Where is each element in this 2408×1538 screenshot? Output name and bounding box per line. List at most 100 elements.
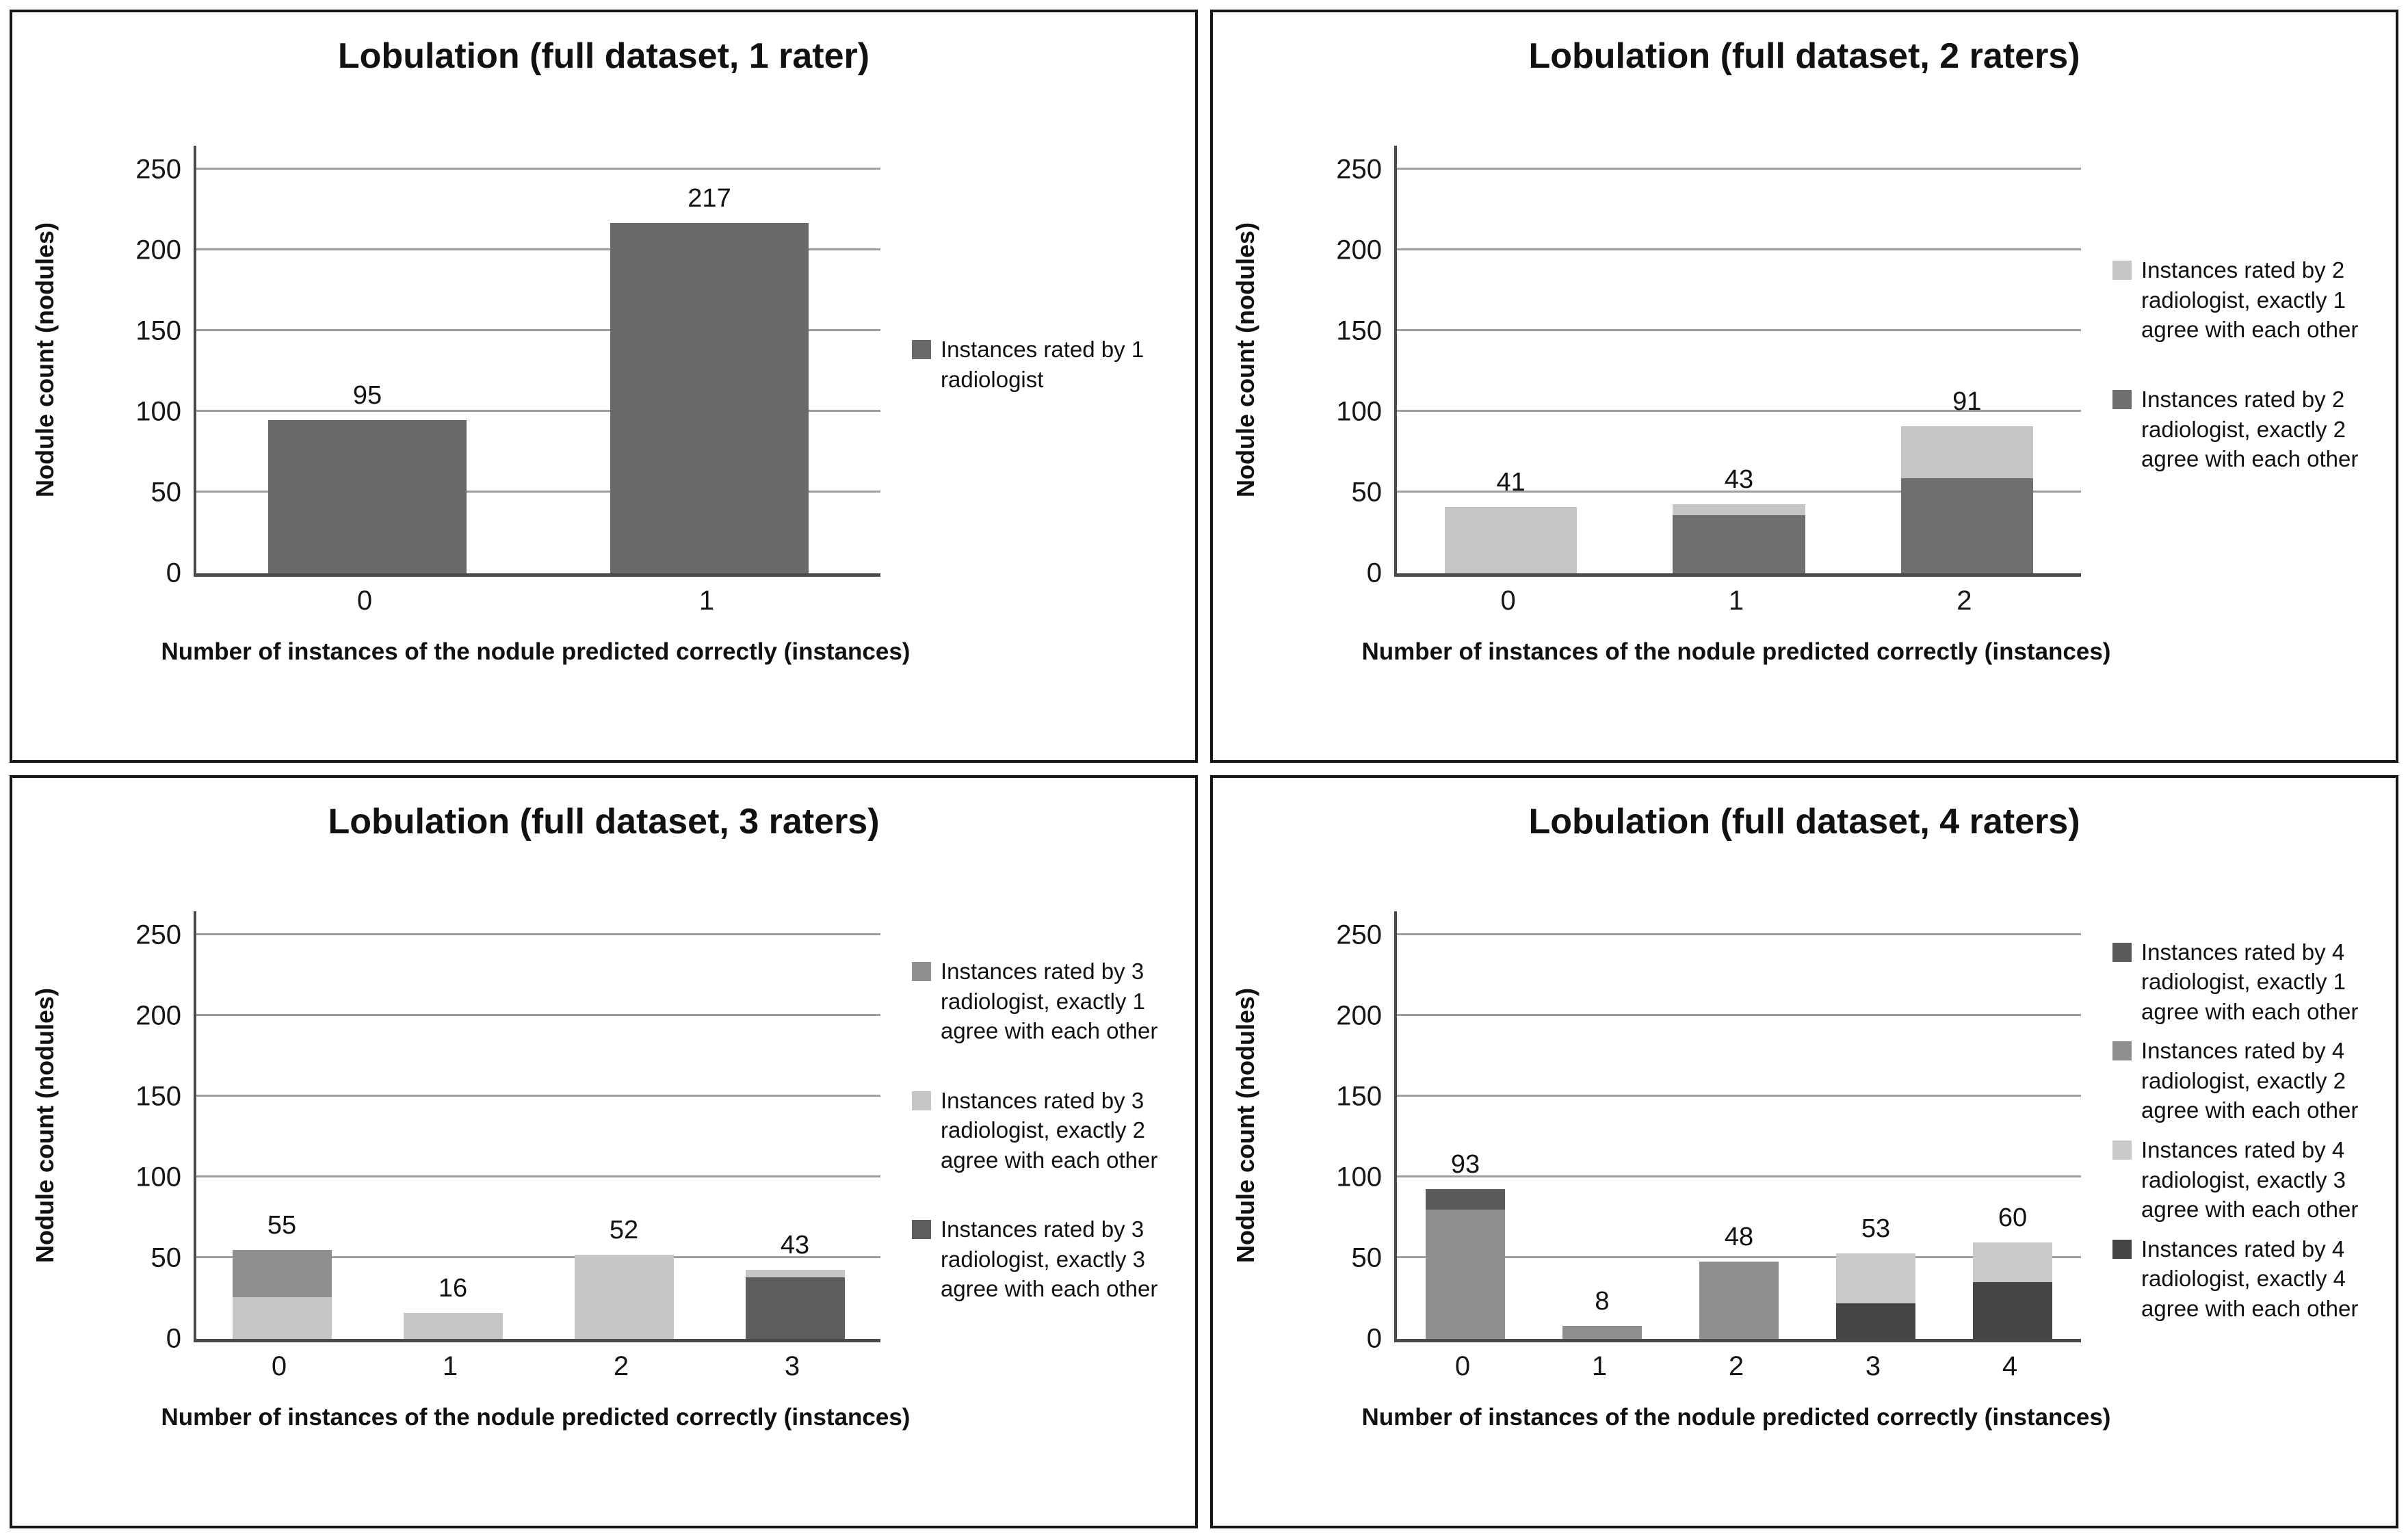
gridline [1397,1014,2081,1017]
bar-segment [1973,1242,2052,1283]
y-tick-label: 250 [1336,920,1382,950]
y-tick-label: 50 [150,477,182,508]
gridline [1397,248,2081,251]
plot-area: 0 50 100 150 200 250 55 16 52 43 [135,911,880,1354]
legend-entry: Instances rated by 4 radiologist, exactl… [2112,1135,2400,1225]
bar-slot: 53 [1807,911,1944,1339]
y-tick-label: 0 [1366,558,1382,588]
bar-value-label: 53 [1861,1214,1891,1243]
bar-slot: 55 [196,911,367,1339]
bar-segment [1973,1282,2052,1339]
x-tick-label: 3 [784,1351,800,1381]
plot-area: 0 50 100 150 200 250 95 217 [135,146,880,588]
legend-label: Instances rated by 3 radiologist, exactl… [941,959,1158,1044]
x-axis-title: Number of instances of the nodule predic… [161,1404,911,1431]
legend-entry: Instances rated by 4 radiologist, exactl… [2112,1234,2400,1324]
panel-3-raters: Lobulation (full dataset, 3 raters) Nodu… [10,775,1198,1528]
bar-slot: 93 [1397,911,1534,1339]
bar-stack [232,1250,332,1339]
bar-stack [403,1313,503,1339]
bar-value-label: 93 [1450,1149,1480,1179]
bar-segment [1836,1303,1915,1339]
y-tick-label: 200 [135,1000,181,1031]
gridline [1397,1175,2081,1178]
legend-label: Instances rated by 4 radiologist, exactl… [2141,1236,2359,1321]
x-tick-label: 0 [356,586,373,616]
x-tick-label: 4 [2002,1351,2018,1381]
bar-value-label: 95 [352,380,382,410]
x-tick-label: 2 [1956,586,1972,616]
legend-swatch-icon [2112,261,2132,281]
panel-1-rater: Lobulation (full dataset, 1 rater) Nodul… [10,10,1198,763]
bar-segment [1900,478,2033,573]
x-axis-title: Number of instances of the nodule predic… [1361,1404,2111,1431]
gridline [196,491,880,493]
y-tick-label: 150 [135,315,181,346]
y-tick-label: 0 [166,1323,181,1354]
bar-slot: 60 [1944,911,2081,1339]
legend-entry: Instances rated by 1 radiologist [912,335,1199,394]
legend-swatch-icon [912,1091,931,1110]
gridline [196,933,880,936]
panel-2-raters: Lobulation (full dataset, 2 raters) Nodu… [1210,10,2398,763]
y-tick-label: 250 [135,920,181,950]
x-tick-label: 2 [1728,1351,1744,1381]
bar-value-label: 43 [1724,465,1754,494]
y-tick-label: 0 [166,558,181,588]
bar-segment [574,1255,674,1339]
chart-title: Lobulation (full dataset, 2 raters) [1528,36,2080,76]
y-tick-label: 200 [135,235,181,265]
bar-value-label: 91 [1952,387,1982,417]
bar-value-label: 55 [267,1211,297,1240]
legend-swatch-icon [2112,390,2132,409]
x-tick-label: 1 [698,586,715,616]
y-axis-title: Nodule count (nodules) [1231,222,1259,497]
bar-segment [1426,1210,1505,1339]
gridline [196,1014,880,1017]
legend-label: Instances rated by 2 radiologist, exactl… [2141,257,2359,343]
legend-entry: Instances rated by 2 radiologist, exactl… [2112,384,2400,474]
plot-area: 0 50 100 150 200 250 93 8 48 53 60 [1336,911,2081,1354]
panel-4-raters: Lobulation (full dataset, 4 raters) Nodu… [1210,775,2398,1528]
gridline [1397,329,2081,332]
y-axis-title: Nodule count (nodules) [31,987,59,1263]
bar-segment [610,223,809,573]
legend-swatch-icon [2112,1141,2132,1160]
y-tick-label: 100 [1336,396,1382,427]
bar-slot: 43 [1625,146,1853,573]
bar-value-label: 52 [609,1216,639,1245]
legend: Instances rated by 2 radiologist, exactl… [2112,146,2400,584]
legend: Instances rated by 4 radiologist, exactl… [2112,911,2400,1349]
legend-label: Instances rated by 4 radiologist, exactl… [2141,1038,2359,1123]
bar-value-label: 41 [1496,468,1526,497]
bar-segment [232,1296,332,1339]
bar-segment [745,1277,845,1339]
y-tick-label: 50 [150,1242,182,1273]
x-tick-label: 1 [1728,586,1744,616]
x-tick-label: 1 [442,1351,458,1381]
legend-entry: Instances rated by 4 radiologist, exactl… [2112,1036,2400,1125]
x-tick-label: 3 [1865,1351,1881,1381]
y-tick-label: 0 [1366,1323,1382,1354]
bar-segment [1426,1188,1505,1210]
gridline [1397,491,2081,493]
legend-entry: Instances rated by 3 radiologist, exactl… [912,1214,1199,1304]
x-axis-ticks: 0 1 2 [1394,586,2078,623]
x-tick-label: 2 [613,1351,629,1381]
chart-title: Lobulation (full dataset, 3 raters) [328,802,880,842]
bar-value-label: 8 [1595,1287,1610,1316]
x-axis-title: Number of instances of the nodule predic… [1361,638,2111,665]
plot-area: 0 50 100 150 200 250 41 43 91 [1336,146,2081,588]
legend-label: Instances rated by 2 radiologist, exactl… [2141,387,2359,472]
bar-stack [268,419,467,573]
bar-stack [1673,504,1805,573]
bar-slot: 41 [1397,146,1625,573]
y-tick-label: 150 [1336,1081,1382,1112]
legend-swatch-icon [912,1220,931,1240]
x-axis-title: Number of instances of the nodule predic… [161,638,911,665]
bar-segment [1562,1326,1642,1339]
x-axis-ticks: 0 1 2 3 4 [1394,1351,2078,1388]
bar-slot: 217 [538,146,880,573]
bar-slot: 43 [709,911,880,1339]
